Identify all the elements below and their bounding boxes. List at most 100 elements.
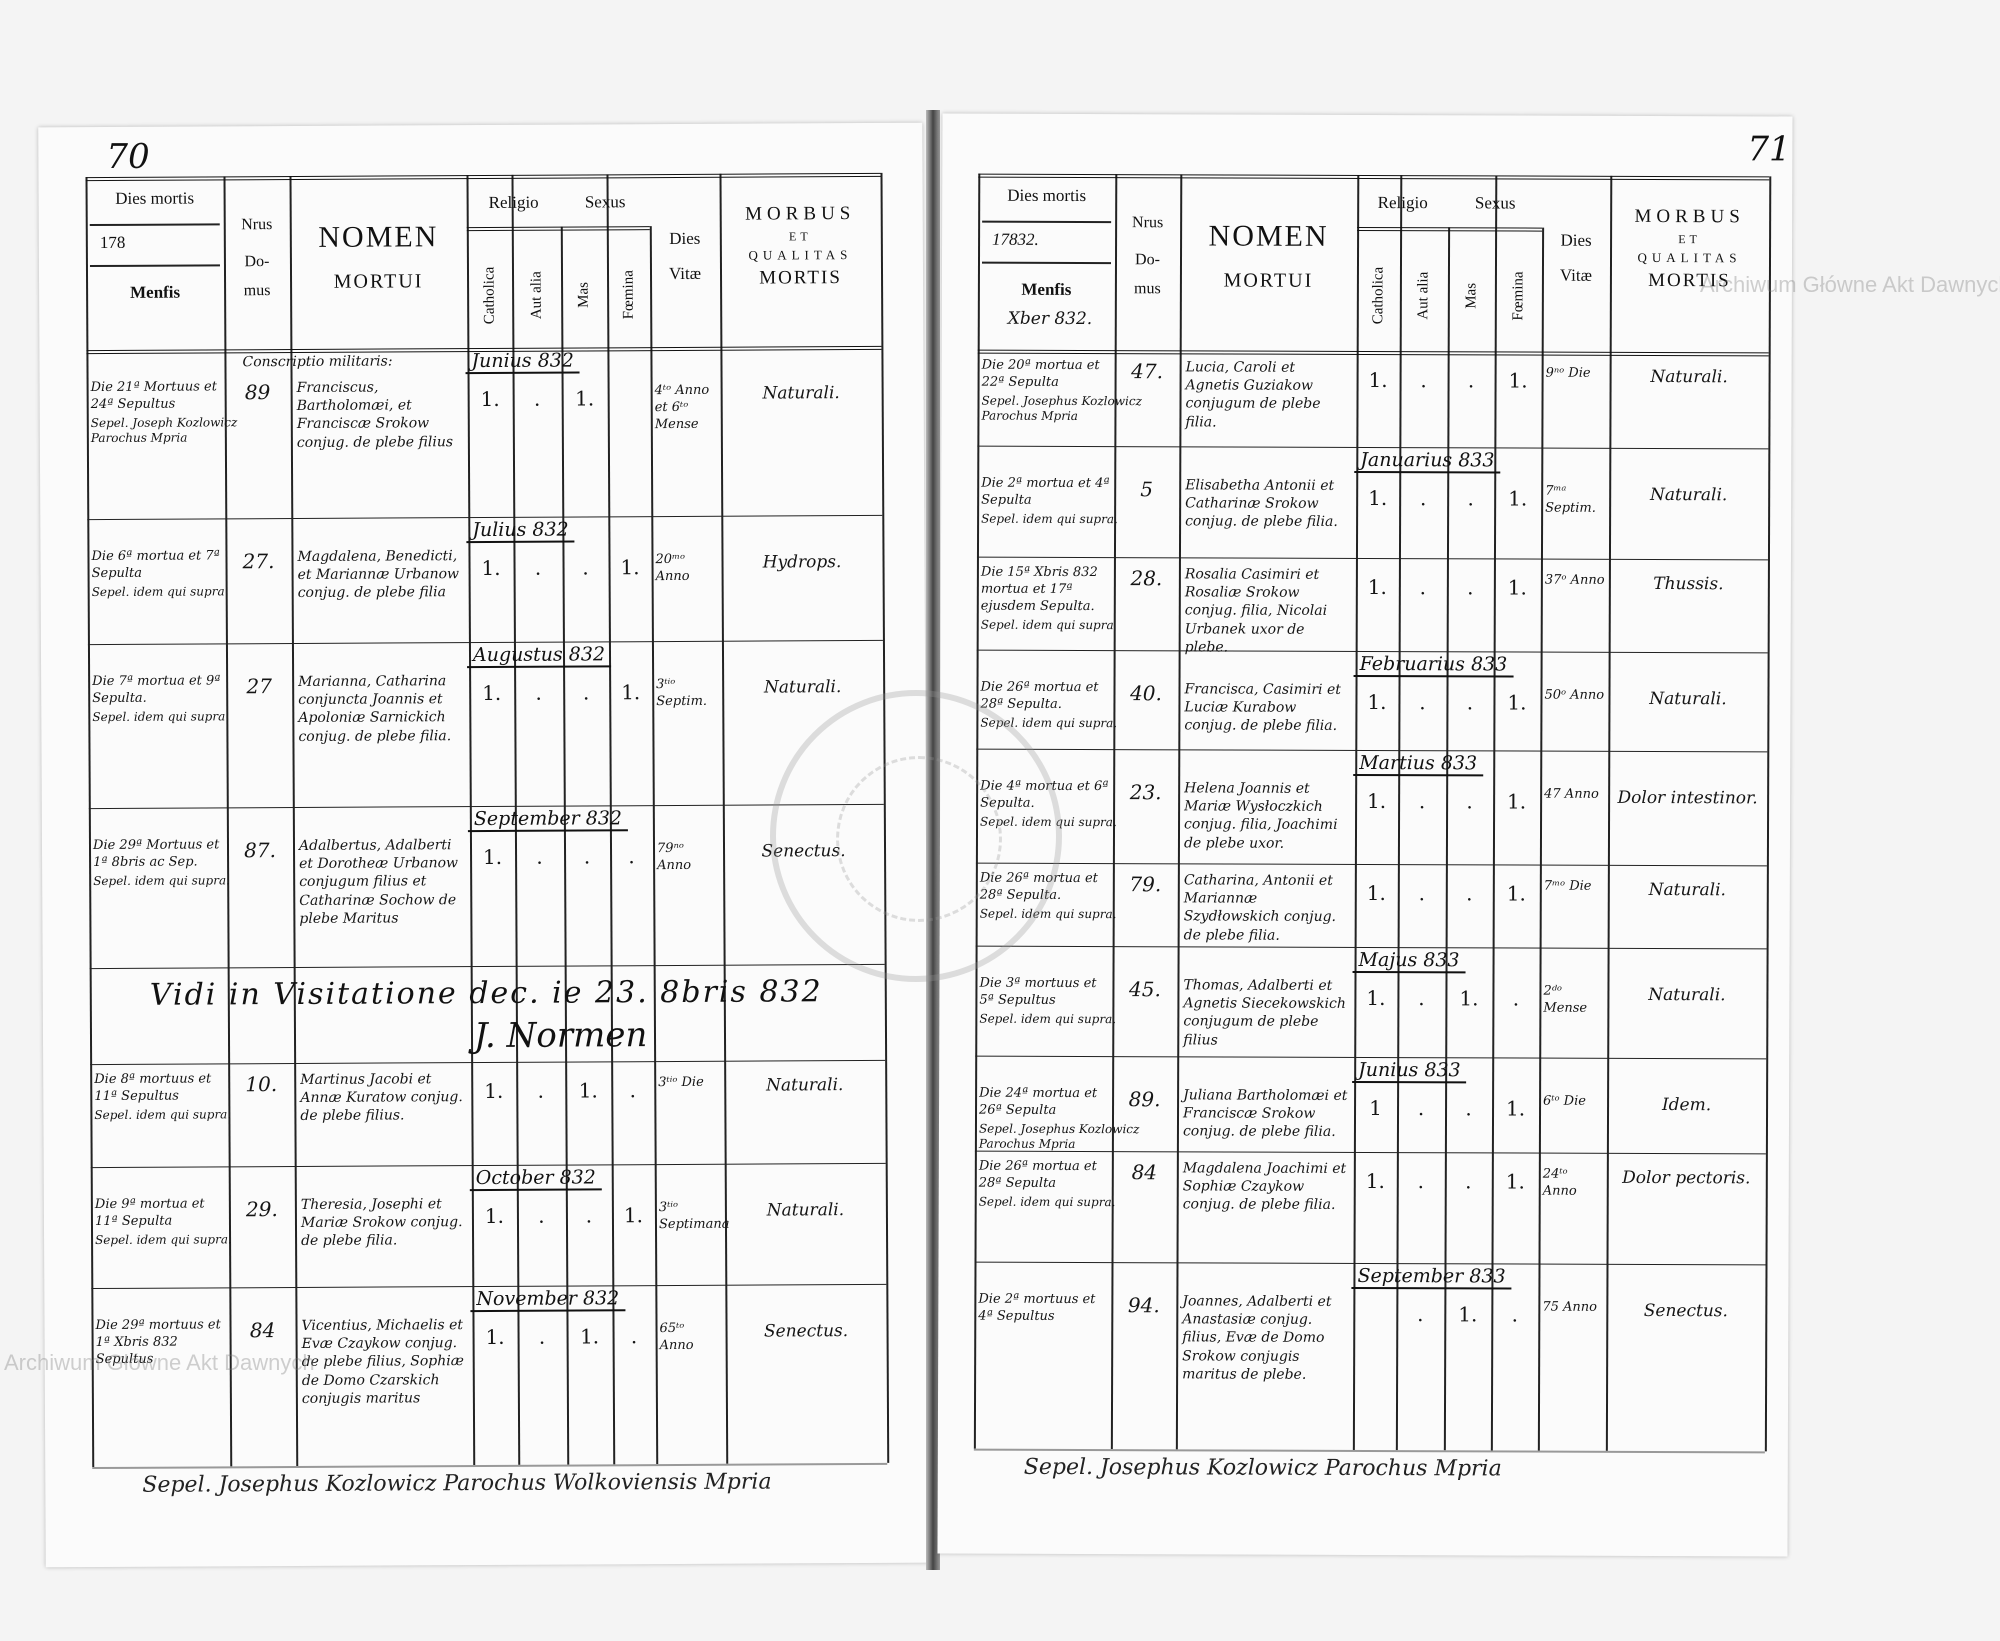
aut-alia-cell: . — [1420, 368, 1427, 393]
year-mensis-rule — [981, 261, 1111, 265]
dies-year-rule — [89, 223, 220, 227]
foemina-cell: 1. — [623, 1203, 644, 1228]
morbus-cell: Thussis. — [1653, 574, 1724, 595]
dies-mortis-cell: Die 7ª mortua et 9ª Sepulta. — [92, 673, 221, 706]
header-dies-mortis: Dies mortis — [115, 188, 195, 208]
mas-cell: 1. — [1459, 986, 1479, 1011]
aut-alia-cell: . — [1419, 486, 1427, 511]
header-foemina: Fœmina — [1509, 271, 1526, 321]
header-qualitas: QUALITAS — [1637, 249, 1742, 266]
nomen-cell: Marianna, Catharina conjuncta Joannis et… — [298, 673, 452, 745]
sepultor-note: Sepel. idem qui supra. — [95, 1232, 232, 1247]
morbus-cell: Naturali. — [766, 1200, 845, 1221]
column-rule — [85, 177, 95, 1468]
right-page: 71 Dies mortis 17832. Menfis Xber 832. Nrus Do… — [937, 113, 1793, 1557]
catholica-cell: 1. — [1367, 789, 1387, 814]
header-dies-mortis: Dies mortis — [1007, 185, 1087, 206]
nomen-cell: Magdalena, Benedicti, et Mariannæ Urbano… — [297, 548, 460, 602]
nrus-domus-cell: 84 — [249, 1318, 276, 1343]
nomen-cell: Catharina, Antonii et Mariannæ Szydłowsk… — [1183, 872, 1337, 944]
religio-sexus-rule — [466, 226, 650, 232]
month-heading: Januarius 833 — [1354, 448, 1501, 474]
mas-cell: . — [1465, 1169, 1472, 1194]
nomen-cell: Helena Joannis et Mariæ Wysłoczkich conj… — [1183, 780, 1338, 852]
foemina-cell: . — [1512, 986, 1520, 1011]
catholica-cell: 1. — [482, 844, 503, 870]
header-aut-alia: Aut alia — [527, 271, 545, 320]
sepultor-note: Sepel. Josephus Kozlowicz Parochus Mpria — [978, 1121, 1140, 1152]
month-heading: November 832 — [470, 1287, 626, 1313]
dies-mortis-cell: Die 26ª mortua et 28ª Sepulta — [978, 1158, 1097, 1191]
morbus-cell: Naturali. — [763, 677, 842, 698]
mas-cell: . — [1466, 690, 1474, 715]
catholica-cell: 1. — [1367, 575, 1387, 600]
column-rule — [1537, 227, 1545, 1451]
sepultor-note: Sepel. Josephus Kozlowicz Parochus Mpria — [981, 393, 1142, 424]
page-footer-signature: Sepel. Josephus Kozlowicz Parochus Mpria — [1023, 1454, 1502, 1482]
header-dies: Dies — [1560, 230, 1592, 250]
aut-alia-cell: . — [537, 1078, 545, 1103]
religio-sexus-rule — [1357, 226, 1543, 232]
column-rule — [223, 176, 233, 1467]
nomen-cell: Elisabetha Antonii et Catharinæ Srokow c… — [1185, 477, 1338, 531]
header-sexus: Sexus — [584, 192, 626, 212]
dies-mortis-cell: Die 20ª mortua et 22ª Sepulta — [981, 357, 1100, 390]
morbus-cell: Naturali. — [1650, 366, 1728, 388]
nrus-domus-cell: 23. — [1129, 780, 1162, 805]
header-mensis: Menfis — [1021, 279, 1072, 299]
header-domus: Do-mus — [243, 253, 271, 300]
foemina-cell: 1. — [1506, 881, 1526, 906]
aut-alia-cell: . — [1417, 1302, 1424, 1327]
watermark-left: Archiwum Główne Akt Dawnych — [4, 1350, 315, 1375]
header-mas: Mas — [1462, 282, 1479, 309]
header-catholica: Catholica — [1369, 266, 1386, 325]
row-rule — [976, 556, 1768, 561]
header-mensis-value: Xber 832. — [1007, 308, 1093, 330]
morbus-cell: Idem. — [1661, 1095, 1712, 1116]
foemina-cell: . — [630, 1324, 638, 1349]
dies-vitae-cell: 24ᵗᵒ Anno — [1542, 1166, 1577, 1199]
dies-mortis-cell: Die 26ª mortua et 28ª Sepulta. — [980, 679, 1099, 712]
morbus-cell: Naturali. — [1648, 984, 1726, 1006]
foemina-cell: . — [628, 844, 635, 869]
morbus-cell: Naturali. — [766, 1075, 844, 1096]
aut-alia-cell: . — [1418, 881, 1426, 906]
dies-mortis-cell: Die 2ª mortua et 4ª Sepulta — [981, 475, 1110, 508]
catholica-cell: 1. — [481, 555, 501, 581]
header-religio: Religio — [488, 192, 539, 212]
header-et: ET — [1678, 232, 1701, 247]
nrus-domus-cell: 45. — [1129, 977, 1161, 1002]
month-heading: Junius 833 — [1352, 1058, 1467, 1084]
dies-mortis-cell: Die 6ª mortua et 7ª Sepulta — [91, 548, 220, 581]
dies-vitae-cell: 75 Anno — [1542, 1299, 1598, 1315]
month-heading: Majus 833 — [1352, 948, 1466, 974]
mas-cell: . — [1467, 575, 1474, 600]
header-mensis: Menfis — [130, 282, 181, 302]
foemina-cell: 1. — [1505, 1169, 1525, 1194]
header-morbus: MORBUS — [745, 203, 856, 225]
dies-vitae-cell: 65ᵗᵒ Anno — [659, 1320, 694, 1353]
morbus-cell: Naturali. — [1648, 879, 1727, 901]
nrus-domus-cell: 94. — [1127, 1293, 1160, 1318]
header-dies: Dies — [669, 228, 701, 249]
mas-cell: . — [1467, 486, 1474, 511]
dies-mortis-cell: Die 29ª Mortuus et 1ª 8bris ac Sep. — [92, 837, 220, 870]
month-heading: Februarius 833 — [1353, 652, 1514, 678]
dies-mortis-cell: Die 8ª mortuus et 11ª Sepultus — [94, 1071, 212, 1104]
aut-alia-cell: . — [538, 1324, 546, 1349]
aut-alia-cell: . — [1418, 986, 1425, 1011]
sepultor-note: Sepel. idem qui supra. — [94, 1107, 232, 1122]
dies-vitae-cell: 3ᵗⁱᵒ Septim. — [656, 676, 708, 709]
dies-mortis-cell: Die 3ª mortuus et 5ª Sepultus — [979, 975, 1097, 1008]
sepultor-note — [978, 1327, 1172, 1328]
header-nrus: Nrus — [241, 216, 273, 234]
month-heading: Augustus 832 — [466, 643, 612, 669]
nomen-cell: Vicentius, Michaelis et Evæ Czaykow conj… — [301, 1317, 464, 1407]
header-mortui: MORTUI — [333, 270, 424, 293]
catholica-cell: 1. — [480, 386, 500, 412]
header-mas: Mas — [575, 282, 592, 308]
morbus-cell: Naturali. — [1649, 484, 1728, 506]
row-rule — [975, 862, 1767, 867]
mas-cell: . — [585, 1203, 593, 1228]
nomen-cell: Franciscus, Bartholomæi, et Franciscæ Sr… — [296, 379, 454, 451]
